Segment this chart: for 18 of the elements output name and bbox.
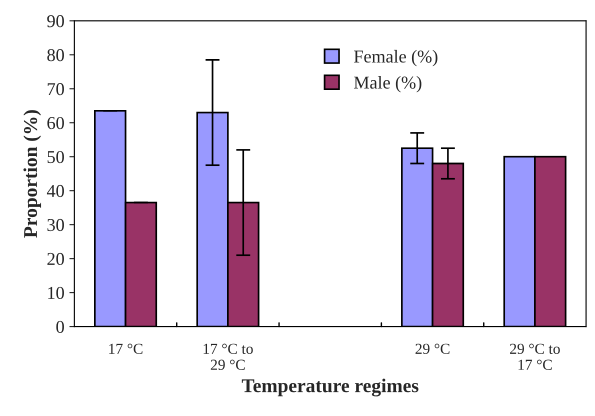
- y-tick-label: 30: [47, 218, 64, 232]
- y-axis-title: Proportion (%): [23, 110, 42, 238]
- legend-label: Female (%): [354, 50, 438, 66]
- x-axis-title: Temperature regimes: [242, 378, 418, 396]
- y-tick-label: 70: [48, 83, 64, 96]
- legend-label: Male (%): [354, 76, 422, 92]
- y-tick-label: 50: [48, 150, 64, 164]
- x-tick-label: 17 °C to 29 °C: [204, 344, 253, 370]
- y-tick-label: 0: [56, 320, 64, 333]
- x-tick-label: 29 °C to 17 °C: [510, 344, 560, 370]
- y-tick-label: 20: [47, 252, 64, 266]
- x-tick-label: 17 °C: [109, 344, 142, 354]
- y-tick-label: 90: [47, 15, 64, 28]
- y-tick-label: 60: [47, 116, 64, 130]
- x-tick-label: 29 °C: [416, 344, 450, 354]
- y-tick-label: 80: [47, 49, 64, 62]
- y-tick-label: 10: [48, 286, 64, 300]
- y-tick-label: 40: [46, 184, 64, 198]
